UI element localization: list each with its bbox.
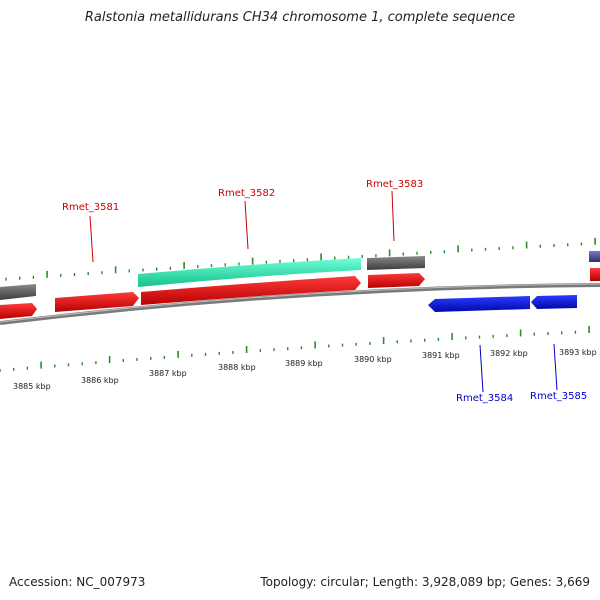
scale-label-3889: 3889 kbp <box>285 359 323 368</box>
scale-label-3893: 3893 kbp <box>559 348 597 357</box>
scale-label-3885: 3885 kbp <box>13 382 51 391</box>
gene-arrow-rmet-3584 <box>428 296 530 312</box>
leader-line-rmet-3585 <box>553 343 558 391</box>
gene-arrow-forward-left-edge <box>0 303 37 319</box>
leader-line-rmet-3583 <box>391 190 395 242</box>
gene-label-rmet-3581: Rmet_3581 <box>62 202 119 213</box>
gene-arrow-rmet-3585 <box>531 295 577 309</box>
topology-summary: Topology: circular; Length: 3,928,089 bp… <box>260 575 590 589</box>
scale-label-3890: 3890 kbp <box>354 355 392 364</box>
feature-edge-right <box>589 251 600 262</box>
feature-grey-left <box>0 284 36 300</box>
gene-arrow-forward-right-edge <box>590 268 600 281</box>
scale-label-3892: 3892 kbp <box>490 349 528 358</box>
feature-highlight-rmet-3582 <box>138 258 361 287</box>
chromosome-backbone-highlight <box>0 283 600 323</box>
gene-label-rmet-3584: Rmet_3584 <box>456 393 513 404</box>
gene-arrow-rmet-3581 <box>55 292 139 312</box>
scale-label-3887: 3887 kbp <box>149 369 187 378</box>
upper-tick-row <box>5 237 596 281</box>
leader-line-rmet-3581 <box>89 215 94 263</box>
scale-label-3886: 3886 kbp <box>81 376 119 385</box>
gene-label-rmet-3582: Rmet_3582 <box>218 188 275 199</box>
gene-label-rmet-3585: Rmet_3585 <box>530 391 587 402</box>
leader-line-rmet-3584 <box>479 344 484 393</box>
gene-label-rmet-3583: Rmet_3583 <box>366 179 423 190</box>
lower-tick-row <box>0 326 590 372</box>
scale-label-3888: 3888 kbp <box>218 363 256 372</box>
map-title: Ralstonia metallidurans CH34 chromosome … <box>84 10 516 25</box>
leader-line-rmet-3582 <box>244 200 249 250</box>
feature-grey-rmet-3583 <box>367 256 425 270</box>
gene-arrow-rmet-3583 <box>368 273 425 288</box>
scale-label-3891: 3891 kbp <box>422 351 460 360</box>
gene-arrow-rmet-3582 <box>141 276 361 305</box>
accession-text: Accession: NC_007973 <box>9 575 146 589</box>
chromosome-backbone <box>0 283 600 325</box>
